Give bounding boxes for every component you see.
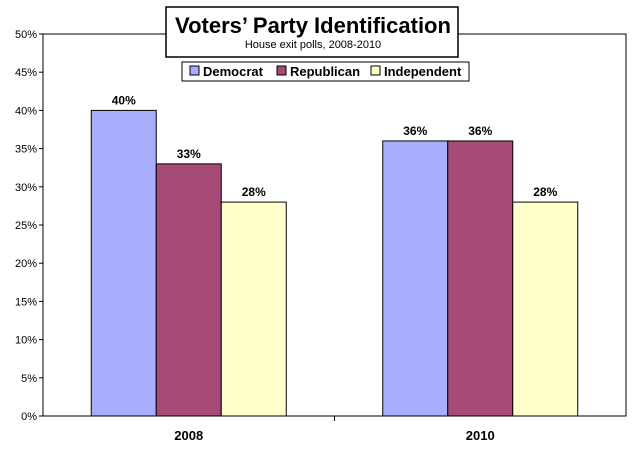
x-category-label: 2010	[466, 428, 495, 443]
data-label: 36%	[468, 124, 492, 138]
legend: Democrat Republican Independent	[181, 61, 470, 82]
y-tick-label: 50%	[15, 29, 37, 41]
y-tick-label: 35%	[15, 144, 37, 156]
bar-democrat-2008	[90, 109, 157, 417]
legend-label-republican: Republican	[290, 64, 360, 79]
bar-republican-2010	[447, 140, 514, 417]
title-box-border	[165, 6, 459, 58]
bar-independent-2008	[220, 201, 287, 417]
y-tick-label: 30%	[15, 182, 37, 194]
y-tick-label: 25%	[15, 220, 37, 232]
title-box: Voters’ Party Identification House exit …	[165, 6, 459, 58]
y-tick-label: 45%	[15, 67, 37, 79]
bar-independent-2010	[512, 201, 579, 417]
legend-swatch-republican	[276, 65, 287, 76]
x-category-label: 2008	[174, 428, 203, 443]
legend-label-democrat: Democrat	[203, 64, 264, 79]
y-tick-label: 5%	[21, 373, 37, 385]
legend-swatch-independent	[370, 65, 381, 76]
legend-box	[181, 61, 470, 82]
chart-title: Voters’ Party Identification	[175, 13, 451, 38]
x-axis: 2008 2010	[174, 416, 495, 443]
y-tick-label: 15%	[15, 296, 37, 308]
data-label: 36%	[403, 124, 427, 138]
chart-subtitle: House exit polls, 2008-2010	[245, 39, 381, 51]
data-labels: 40% 33% 28% 36% 36% 28%	[112, 93, 558, 199]
data-label: 33%	[177, 147, 201, 161]
legend-label-independent: Independent	[384, 64, 462, 79]
data-label: 28%	[533, 185, 557, 199]
y-axis: 0% 5% 10% 15% 20% 25% 30% 35% 40% 45% 50%	[15, 29, 43, 423]
y-tick-label: 20%	[15, 258, 37, 270]
bar-democrat-2010	[382, 140, 449, 417]
y-tick-label: 0%	[21, 411, 37, 423]
legend-swatch-democrat	[189, 65, 200, 76]
data-label: 28%	[242, 185, 266, 199]
y-tick-label: 10%	[15, 335, 37, 347]
y-tick-label: 40%	[15, 105, 37, 117]
data-label: 40%	[112, 93, 136, 107]
bar-republican-2008	[155, 163, 222, 417]
bars	[90, 109, 579, 417]
